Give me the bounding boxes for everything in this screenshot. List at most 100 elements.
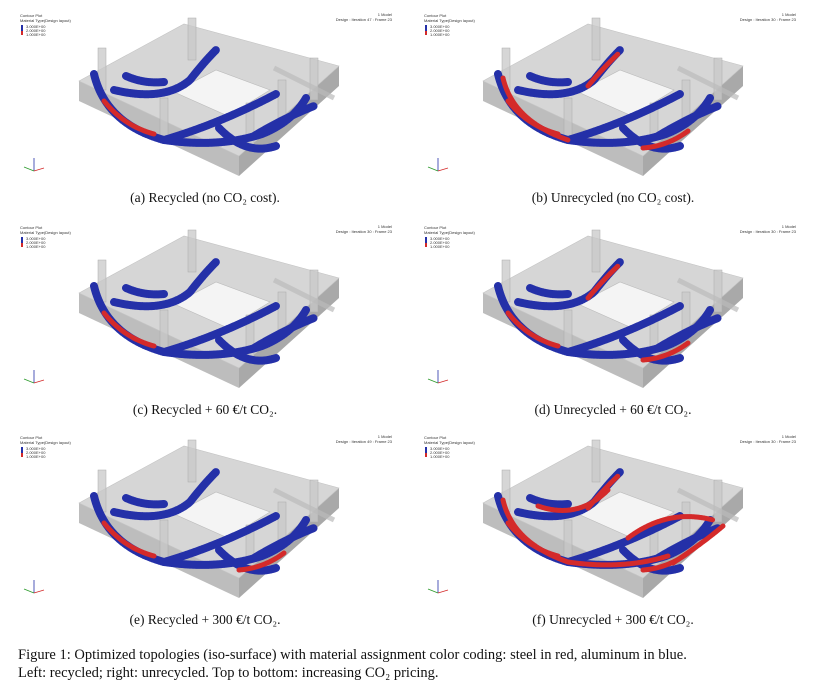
legend-label: 2.000E+00	[26, 28, 46, 33]
legend-label: 1.000E+00	[26, 454, 46, 459]
legend-label: 2.000E+00	[430, 450, 450, 455]
aluminum-member	[122, 72, 168, 87]
legend-bar	[21, 31, 23, 35]
aluminum-member	[160, 302, 280, 356]
panel-caption: (f) Unrecycled + 300 €/t CO₂.	[532, 612, 694, 627]
beam	[272, 65, 336, 101]
plot-subtitle: Material Type(Design layout)	[20, 230, 72, 235]
slab-side	[79, 293, 239, 388]
steel-member	[565, 553, 671, 568]
axis-triad	[427, 166, 439, 172]
axis-triad	[437, 589, 449, 594]
pillar	[309, 479, 319, 523]
legend-bar	[425, 453, 427, 457]
axis-triad	[437, 379, 449, 384]
steel-member	[236, 550, 287, 573]
model-label: 1 Model	[782, 434, 796, 439]
steel-member	[640, 128, 691, 151]
steel-member	[101, 520, 157, 559]
legend-bar	[21, 237, 23, 243]
beam	[272, 277, 336, 313]
design-label: Design : Iteration 30 : Frame 23	[740, 439, 797, 444]
plot-subtitle: Material Type(Design layout)	[20, 440, 72, 445]
design-label: Design : Iteration 30 : Frame 23	[740, 17, 797, 22]
plot-title: Contour Plot	[20, 435, 43, 440]
steel-member	[585, 263, 621, 301]
slab-side	[483, 293, 643, 388]
plot-title: Contour Plot	[424, 225, 447, 230]
aluminum-member	[250, 524, 318, 562]
legend-label: 1.000E+00	[430, 32, 450, 37]
pillar	[591, 229, 601, 273]
figure-caption-line: Figure 1: Optimized topologies (iso-surf…	[18, 647, 687, 663]
aluminum-member	[110, 468, 220, 521]
pillar	[713, 269, 723, 313]
legend-label: 2.000E+00	[430, 28, 450, 33]
legend-label: 3.000E+00	[26, 24, 46, 29]
legend-label: 1.000E+00	[26, 32, 46, 37]
aluminum-member	[110, 258, 220, 311]
axis-triad	[427, 378, 439, 384]
legend-label: 2.000E+00	[26, 450, 46, 455]
pillar	[591, 439, 601, 483]
figure-caption-line: Left: recycled; right: unrecycled. Top t…	[18, 665, 439, 681]
aluminum-member	[250, 102, 318, 140]
pillar	[591, 17, 601, 61]
axis-triad	[33, 589, 45, 594]
legend-bar	[425, 25, 427, 31]
model-label: 1 Model	[378, 434, 392, 439]
legend-label: 1.000E+00	[430, 244, 450, 249]
legend-bar	[425, 31, 427, 35]
legend-label: 2.000E+00	[430, 240, 450, 245]
panel-caption: (a) Recycled (no CO₂ cost).	[130, 190, 280, 205]
steel-member	[640, 340, 691, 363]
aluminum-member	[250, 314, 318, 352]
legend-label: 3.000E+00	[26, 446, 46, 451]
axis-triad	[23, 166, 35, 172]
axis-triad	[33, 379, 45, 384]
panel-caption: (b) Unrecycled (no CO₂ cost).	[532, 190, 695, 205]
aluminum-member	[564, 90, 684, 144]
axis-triad	[23, 588, 35, 594]
steel-member	[101, 98, 157, 137]
aluminum-member	[110, 46, 220, 99]
panel-caption: (c) Recycled + 60 €/t CO₂.	[133, 402, 277, 417]
aluminum-member	[122, 284, 168, 299]
legend-label: 3.000E+00	[430, 446, 450, 451]
aluminum-member	[160, 90, 280, 144]
plot-title: Contour Plot	[20, 225, 43, 230]
aluminum-member	[526, 72, 572, 87]
beam	[676, 487, 740, 523]
plot-subtitle: Material Type(Design layout)	[20, 18, 72, 23]
legend-bar	[21, 25, 23, 31]
panel-caption: (d) Unrecycled + 60 €/t CO₂.	[534, 402, 691, 417]
model-label: 1 Model	[782, 224, 796, 229]
steel-member	[505, 310, 561, 349]
axis-triad	[427, 588, 439, 594]
pillar	[309, 57, 319, 101]
slab-side	[483, 81, 643, 176]
plot-subtitle: Material Type(Design layout)	[424, 440, 476, 445]
aluminum-member	[526, 284, 572, 299]
legend-bar	[425, 243, 427, 247]
aluminum-member	[654, 102, 722, 140]
pillar	[713, 57, 723, 101]
model-label: 1 Model	[378, 12, 392, 17]
aluminum-member	[215, 336, 280, 365]
pillar	[563, 519, 573, 563]
legend-bar	[21, 447, 23, 453]
plot-subtitle: Material Type(Design layout)	[424, 230, 476, 235]
aluminum-member	[160, 512, 280, 566]
pillar	[563, 309, 573, 353]
legend-label: 3.000E+00	[26, 236, 46, 241]
steel-member	[101, 310, 157, 349]
steel-member	[585, 51, 621, 89]
pillar	[159, 309, 169, 353]
aluminum-member	[564, 512, 684, 566]
legend-bar	[21, 453, 23, 457]
